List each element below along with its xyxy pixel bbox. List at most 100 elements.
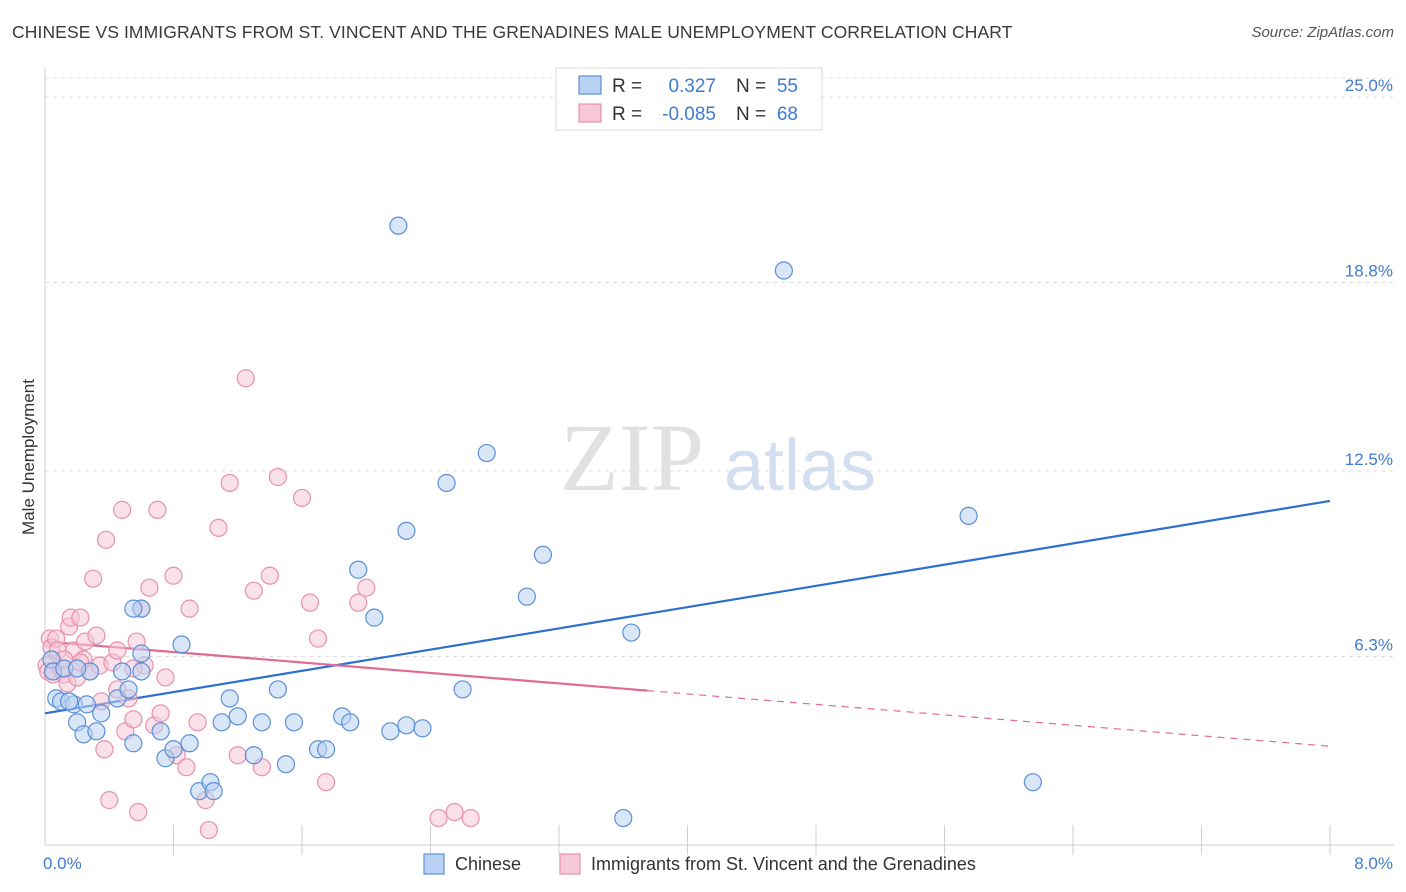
immigrants-point-35 <box>140 578 159 597</box>
chinese-point-33 <box>276 755 296 774</box>
immigrants-point-24 <box>100 791 119 810</box>
immigrants-point-14 <box>71 608 90 627</box>
chinese-point-50 <box>533 545 553 564</box>
immigrants-point-49 <box>228 746 247 765</box>
gridlines <box>45 77 1394 658</box>
immigrants-point-66 <box>108 641 127 660</box>
chinese-point-14 <box>132 644 151 663</box>
chinese-point-10 <box>87 722 106 741</box>
chinese-point-53 <box>774 261 793 280</box>
immigrants-point-58 <box>316 773 336 792</box>
watermark: ZIP atlas <box>560 404 876 511</box>
immigrants-point-37 <box>148 500 167 519</box>
chinese-point-29 <box>228 707 247 726</box>
immigrants-point-56 <box>300 593 320 612</box>
legend-swatch-immigrants <box>578 103 602 123</box>
chinese-point-11 <box>92 704 111 723</box>
y-tick-label-2: 18.8% <box>1345 262 1393 281</box>
immigrants-point-59 <box>349 593 368 612</box>
chinese-point-55 <box>1023 773 1042 792</box>
watermark-zip: ZIP <box>560 404 704 511</box>
x-tick-label-0: 0.0% <box>43 854 82 873</box>
chinese-point-21 <box>164 740 183 759</box>
chinese-point-48 <box>477 443 496 463</box>
y-tick-label-1: 12.5% <box>1345 450 1393 469</box>
chinese-point-31 <box>252 713 271 732</box>
chinese-point-45 <box>413 719 432 738</box>
chinese-point-15 <box>151 722 170 741</box>
series-immigrants-points <box>37 369 480 840</box>
chinese-point-8 <box>77 695 96 714</box>
immigrants-point-39 <box>156 668 175 687</box>
immigrants-point-27 <box>112 500 132 519</box>
series-legend-label-immigrants: Immigrants from St. Vincent and the Gren… <box>591 854 976 874</box>
chinese-point-36 <box>316 740 336 759</box>
legend-n-label-chinese: N = <box>736 76 766 97</box>
chinese-point-28 <box>220 689 239 708</box>
immigrants-point-42 <box>177 758 196 777</box>
legend-swatch-chinese <box>578 75 602 95</box>
y-tick-label-0: 6.3% <box>1354 636 1393 655</box>
chinese-point-23 <box>180 734 199 753</box>
immigrants-point-38 <box>151 704 170 723</box>
immigrants-point-62 <box>445 802 464 822</box>
chinese-point-38 <box>341 713 360 732</box>
immigrants-point-18 <box>84 569 103 588</box>
series-legend-swatch-chinese <box>423 853 445 875</box>
chinese-point-47 <box>453 680 472 699</box>
chinese-point-26 <box>204 782 223 801</box>
chart-title: CHINESE VS IMMIGRANTS FROM ST. VINCENT A… <box>12 22 1013 42</box>
series-chinese-points <box>42 216 1042 828</box>
chinese-point-27 <box>212 713 231 732</box>
chinese-point-40 <box>365 608 384 627</box>
legend-n-value-chinese: 55 <box>777 76 798 97</box>
chinese-point-18 <box>119 680 138 699</box>
legend-n-value-immigrants: 68 <box>777 104 798 125</box>
immigrants-point-19 <box>87 626 106 645</box>
chinese-point-54 <box>959 506 978 525</box>
chinese-point-43 <box>389 216 408 235</box>
chinese-point-44 <box>397 521 416 540</box>
legend-r-value-immigrants: -0.085 <box>662 104 716 125</box>
chinese-point-13 <box>124 734 143 753</box>
immigrants-point-46 <box>199 820 218 840</box>
chinese-point-39 <box>349 560 368 579</box>
trend-line-chinese <box>44 499 1331 715</box>
trend-line-immigrants-extrapolated <box>647 690 1331 747</box>
chinese-point-42 <box>397 716 416 735</box>
immigrants-point-23 <box>96 530 116 549</box>
y-axis-label: Male Unemployment <box>19 379 38 535</box>
chinese-point-49 <box>517 587 536 606</box>
immigrants-point-43 <box>180 599 199 618</box>
legend-box: R = 0.327 N = 55 R = -0.085 N = 68 <box>555 67 823 131</box>
immigrants-point-60 <box>357 578 376 597</box>
immigrants-point-30 <box>124 710 143 729</box>
chinese-point-41 <box>381 722 400 741</box>
series-legend-swatch-immigrants <box>559 853 581 875</box>
series-legend: Chinese Immigrants from St. Vincent and … <box>423 853 976 875</box>
chinese-point-32 <box>268 680 288 699</box>
immigrants-point-53 <box>260 566 279 585</box>
legend-r-label-chinese: R = <box>612 76 642 97</box>
chinese-point-34 <box>284 713 304 732</box>
immigrants-point-57 <box>308 629 328 648</box>
immigrants-point-61 <box>429 808 448 828</box>
chinese-point-22 <box>172 635 191 654</box>
chinese-point-58 <box>124 599 143 618</box>
chinese-point-12 <box>112 662 132 681</box>
immigrants-point-47 <box>209 518 228 537</box>
y-tick-label-3: 25.0% <box>1345 76 1393 95</box>
immigrants-point-32 <box>129 802 148 822</box>
chinese-point-56 <box>68 659 87 678</box>
chinese-point-51 <box>614 808 633 828</box>
immigrants-point-44 <box>188 713 207 732</box>
x-tick-label-1: 8.0% <box>1354 854 1393 873</box>
legend-r-label-immigrants: R = <box>612 104 642 125</box>
chinese-point-57 <box>59 692 79 711</box>
immigrants-point-63 <box>461 808 480 828</box>
watermark-atlas: atlas <box>724 426 876 506</box>
immigrants-point-40 <box>164 566 183 585</box>
immigrants-point-51 <box>244 581 263 600</box>
immigrants-point-48 <box>220 473 239 493</box>
